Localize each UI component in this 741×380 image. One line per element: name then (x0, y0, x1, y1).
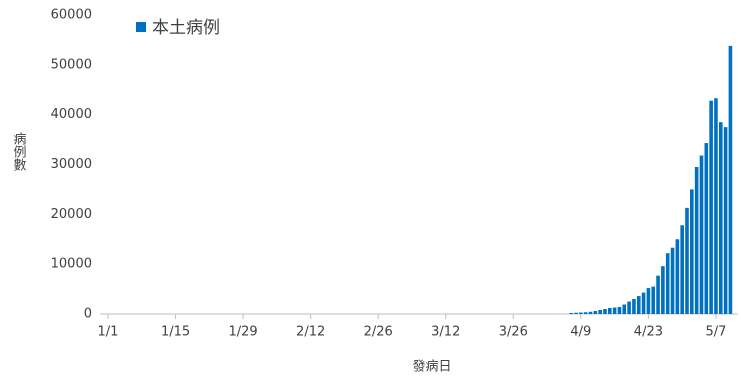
bar (651, 286, 656, 314)
bar (690, 189, 694, 314)
x-tick-label: 2/26 (364, 325, 393, 340)
bar (612, 307, 617, 314)
y-tick-label: 30000 (51, 157, 92, 172)
bar (661, 266, 665, 314)
x-tick-label: 4/23 (634, 325, 663, 340)
bar (723, 127, 728, 314)
bar (598, 310, 602, 314)
bar (588, 311, 593, 314)
bar (728, 45, 733, 314)
bar (583, 312, 588, 314)
bar (709, 100, 713, 314)
x-tick-label: 5/7 (705, 325, 726, 340)
bar (670, 247, 675, 314)
bar (608, 308, 612, 314)
legend-label: 本土病例 (152, 18, 220, 38)
y-tick-label: 20000 (51, 207, 92, 222)
x-tick-label: 1/15 (161, 325, 190, 340)
bar (593, 311, 598, 314)
y-tick-label: 40000 (51, 107, 92, 122)
x-tick-label: 3/26 (499, 325, 528, 340)
bar (617, 307, 622, 314)
x-tick-label: 1/1 (98, 325, 119, 340)
bar (714, 98, 718, 314)
bar (694, 166, 699, 314)
bar (641, 292, 646, 314)
bar (704, 143, 709, 314)
y-tick-label: 60000 (51, 8, 92, 23)
x-axis-title: 發病日 (412, 360, 451, 375)
bar (656, 275, 660, 314)
y-tick-label: 50000 (51, 57, 92, 72)
bar (685, 207, 689, 314)
bar (574, 312, 578, 314)
bar (627, 301, 631, 314)
bar (579, 312, 583, 314)
bar (622, 304, 627, 314)
bar (675, 239, 680, 314)
bar (603, 309, 607, 314)
y-axis-title: 病例數 (11, 132, 27, 172)
x-tick-label: 3/12 (431, 325, 460, 340)
bar (632, 299, 636, 314)
y-tick-label: 10000 (51, 257, 92, 272)
bar (680, 225, 684, 314)
x-tick-label: 1/29 (228, 325, 257, 340)
bar (718, 122, 723, 315)
bar (569, 313, 573, 314)
bar (699, 155, 704, 314)
x-tick-label: 4/9 (570, 325, 591, 340)
legend-swatch (136, 22, 146, 32)
bar (636, 296, 641, 314)
y-tick-label: 0 (84, 307, 92, 322)
bar (665, 253, 670, 314)
bar (646, 288, 651, 314)
x-tick-label: 2/12 (296, 325, 325, 340)
